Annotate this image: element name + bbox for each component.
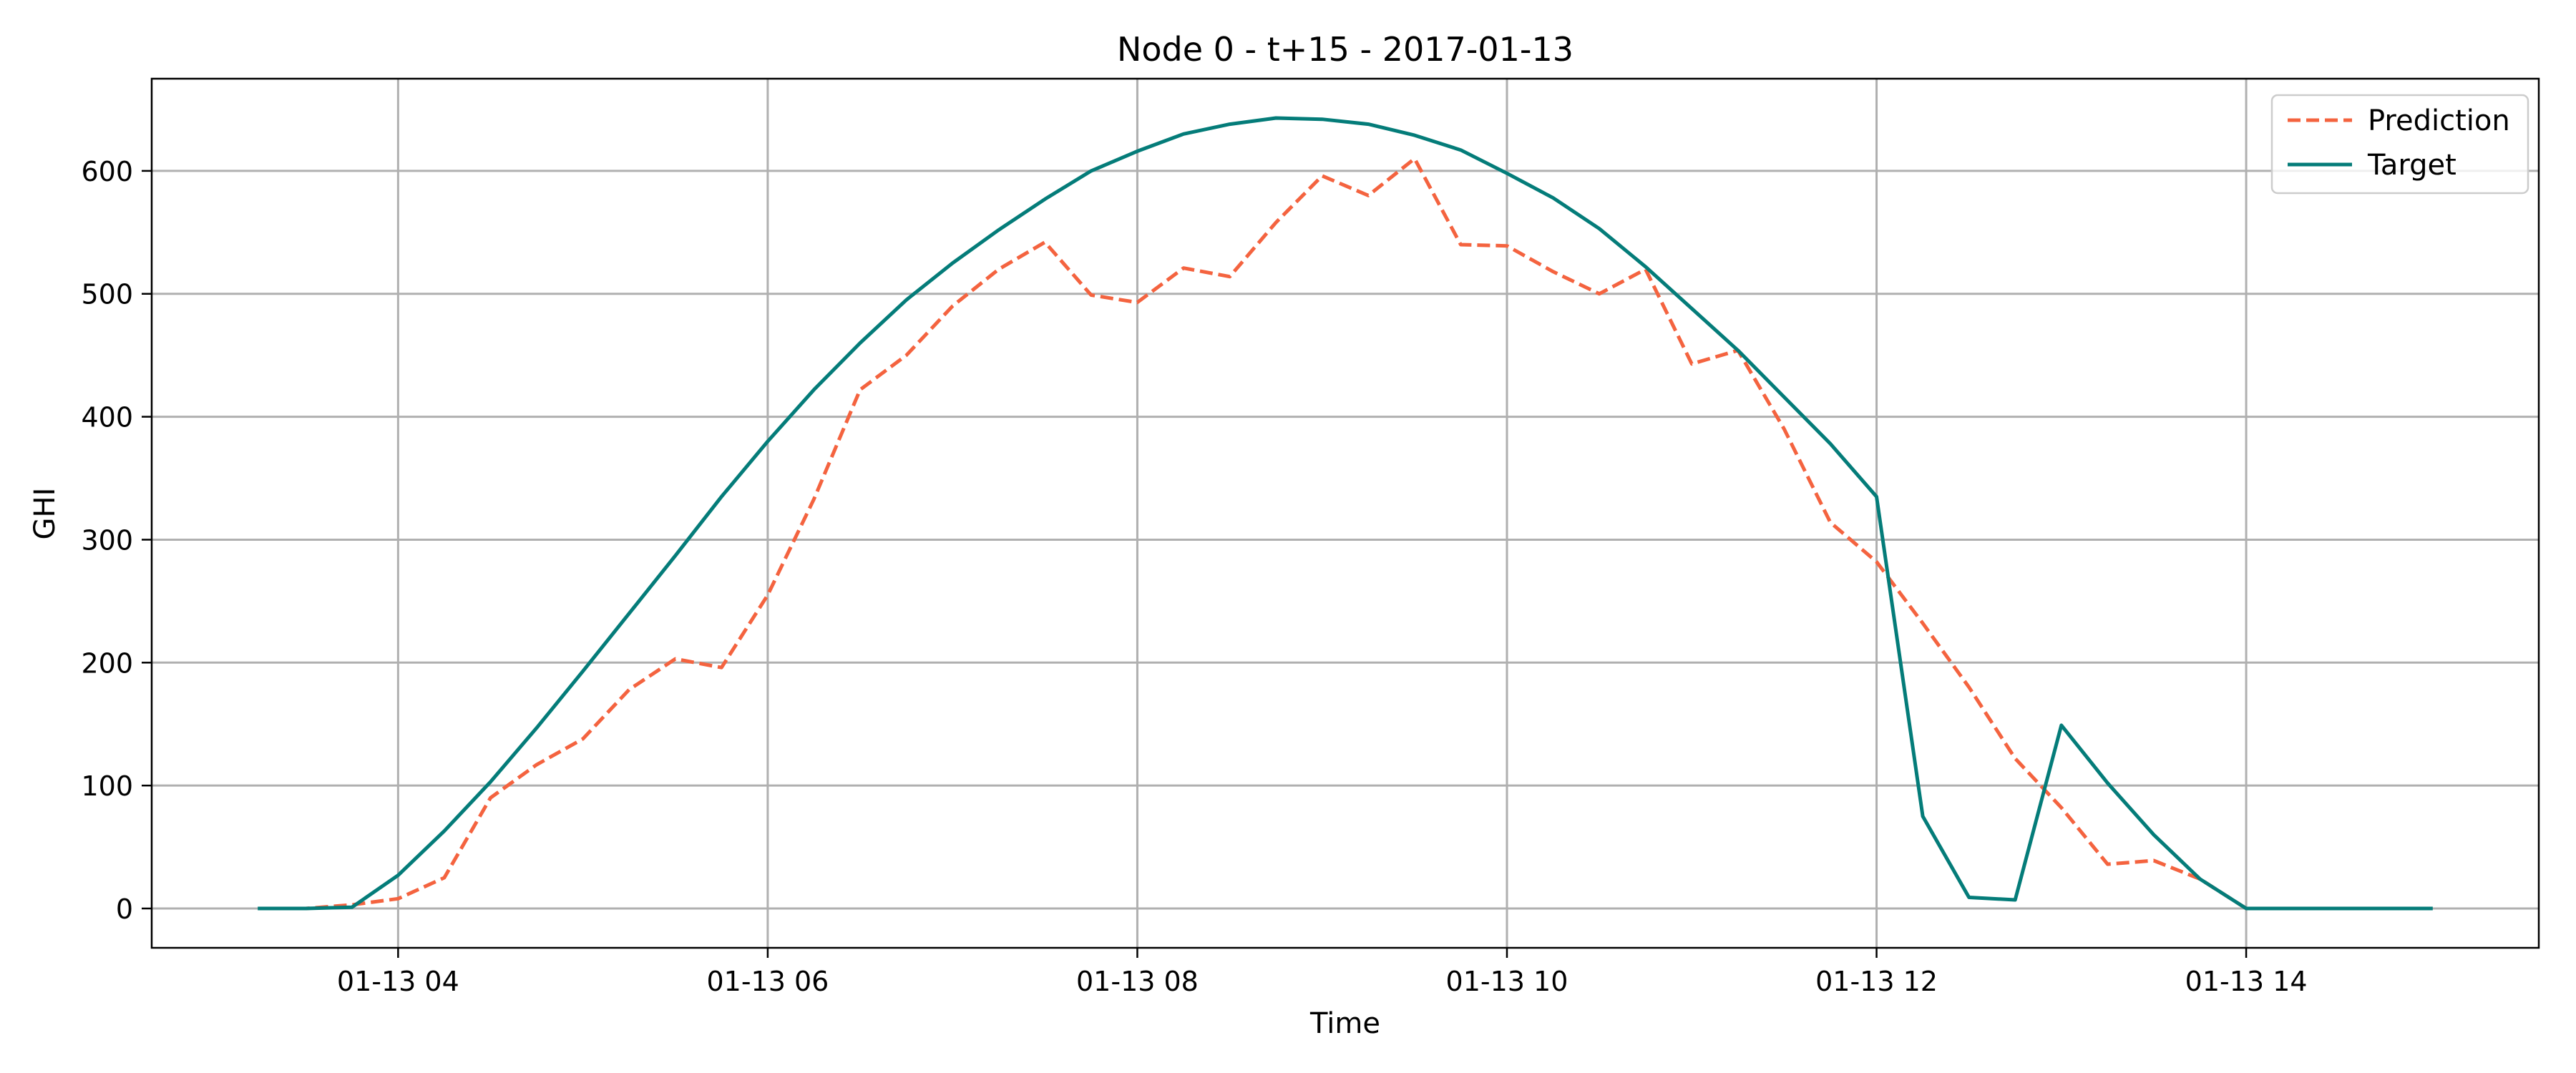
legend: Prediction Target <box>2270 94 2529 195</box>
x-axis-label: Time <box>1309 1007 1380 1040</box>
axis-ticks: 01-13 04 01-13 06 01-13 08 01-13 10 01-13 12… <box>81 156 2307 997</box>
series-line-target <box>258 116 2433 911</box>
y-tick-label: 400 <box>81 402 133 433</box>
x-tick-label: 01-13 14 <box>2185 966 2308 997</box>
y-tick-label: 600 <box>81 156 133 187</box>
y-tick-label: 500 <box>81 279 133 310</box>
chart-title: Node 0 - t+15 - 2017-01-13 <box>1117 30 1574 69</box>
legend-label-prediction: Prediction <box>2368 104 2510 137</box>
x-tick-label: 01-13 04 <box>337 966 459 997</box>
plot-series <box>258 116 2433 911</box>
y-tick-label: 300 <box>81 524 133 556</box>
y-tick-label: 0 <box>116 893 133 925</box>
y-axis-label: GHI <box>29 488 62 540</box>
x-tick-label: 01-13 08 <box>1076 966 1199 997</box>
grid-lines <box>152 79 2539 948</box>
series-line-prediction <box>259 157 2431 911</box>
x-tick-label: 01-13 06 <box>706 966 829 997</box>
x-tick-label: 01-13 10 <box>1446 966 1568 997</box>
x-tick-label: 01-13 12 <box>1815 966 1938 997</box>
legend-label-target: Target <box>2367 149 2457 182</box>
y-tick-label: 200 <box>81 647 133 679</box>
y-tick-label: 100 <box>81 770 133 802</box>
plot-frame <box>150 77 2540 949</box>
